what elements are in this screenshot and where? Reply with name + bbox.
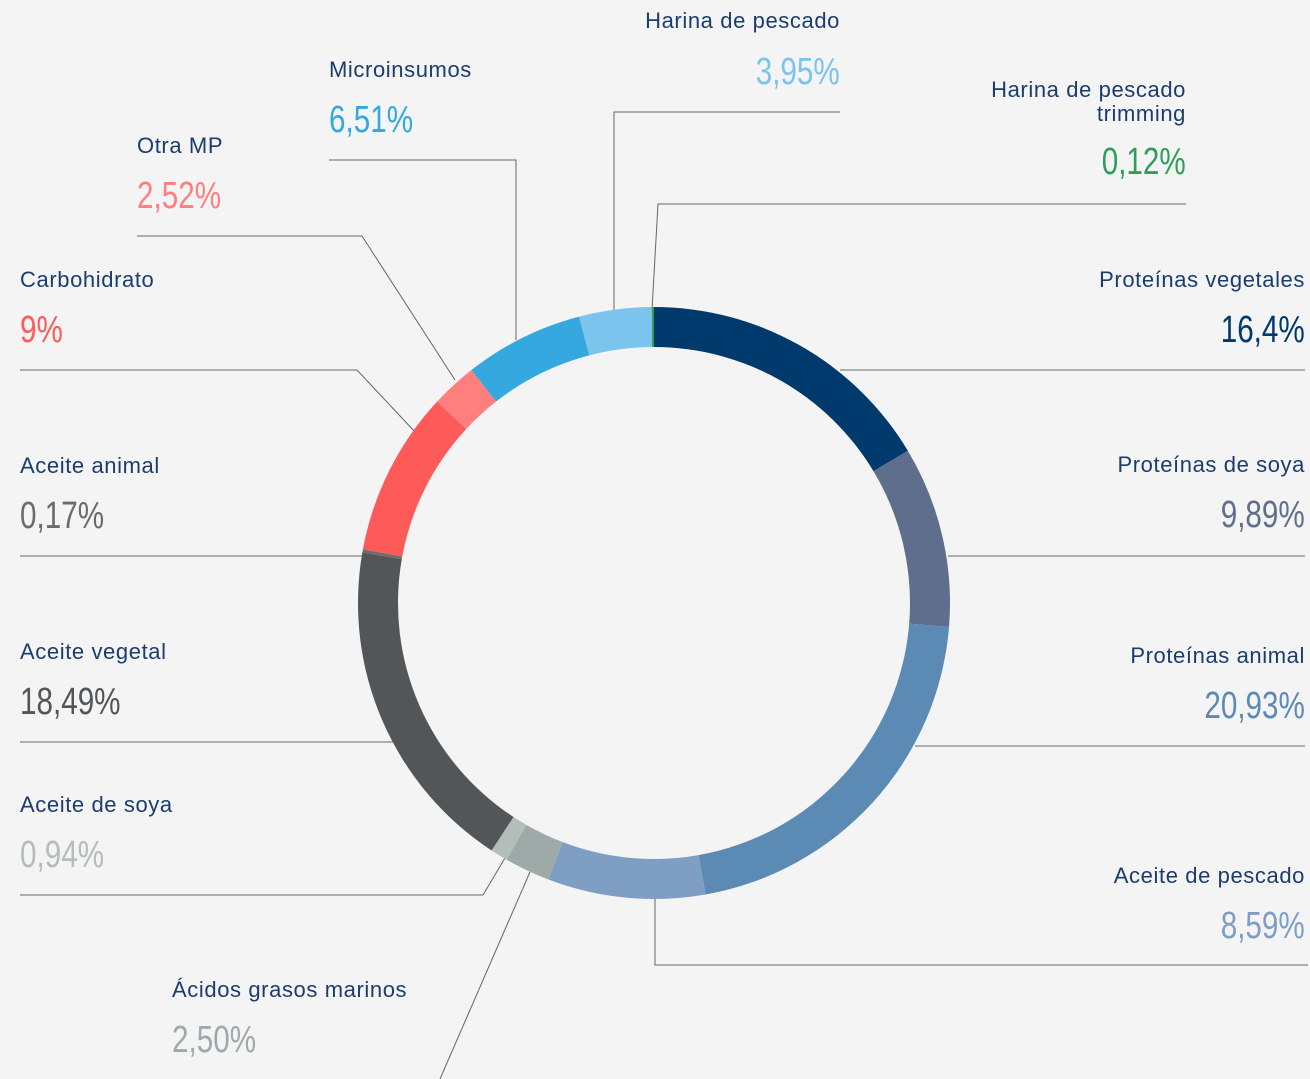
leader-line — [329, 159, 517, 340]
value-label: 3,95% — [755, 51, 840, 93]
category-label: Aceite de pescado — [1113, 863, 1305, 888]
donut-segment — [548, 842, 706, 900]
value-label: 2,50% — [172, 1019, 257, 1061]
category-label: Proteínas de soya — [1117, 452, 1305, 477]
donut-segment — [506, 824, 563, 880]
donut-segment — [698, 623, 950, 895]
value-label: 6,51% — [329, 99, 414, 141]
leader-line — [20, 857, 506, 896]
donut-segment — [491, 817, 527, 860]
value-label: 0,17% — [20, 495, 105, 537]
donut-segment — [873, 450, 950, 627]
leader-line — [439, 871, 531, 1079]
category-label: Otra MP — [137, 133, 224, 158]
donut-segment — [362, 549, 403, 560]
donut-segment — [579, 307, 653, 356]
donut-segment — [358, 552, 514, 851]
category-label: Aceite animal — [20, 453, 160, 478]
category-label: Carbohidrato — [20, 267, 155, 292]
category-label: Aceite vegetal — [20, 639, 167, 664]
category-label: Ácidos grasos marinos — [172, 977, 408, 1002]
value-label: 9,89% — [1220, 494, 1305, 536]
category-label: Harina de pescado — [645, 8, 840, 33]
category-label: Harina de pescado trimming — [991, 77, 1186, 126]
donut-segment — [654, 307, 908, 472]
value-label: 0,94% — [20, 834, 105, 876]
category-label: Aceite de soya — [20, 792, 173, 817]
donut-segment — [651, 307, 654, 348]
value-label: 16,4% — [1220, 309, 1305, 351]
value-label: 18,49% — [20, 681, 121, 723]
leader-line — [613, 111, 840, 310]
donut-segment — [362, 401, 467, 557]
value-label: 9% — [20, 309, 63, 351]
donut-segment — [436, 370, 497, 429]
leader-line — [137, 235, 456, 381]
category-label: Proteínas animal — [1130, 643, 1305, 668]
value-label: 0,12% — [1101, 141, 1186, 183]
leader-line — [20, 369, 416, 433]
value-label: 2,52% — [137, 175, 222, 217]
value-label: 20,93% — [1204, 685, 1305, 727]
value-label: 8,59% — [1220, 905, 1305, 947]
category-label: Microinsumos — [329, 57, 472, 82]
donut-segment — [471, 316, 590, 402]
leader-line — [654, 899, 1308, 966]
leader-line — [651, 203, 1186, 311]
category-label: Proteínas vegetales — [1099, 267, 1305, 292]
